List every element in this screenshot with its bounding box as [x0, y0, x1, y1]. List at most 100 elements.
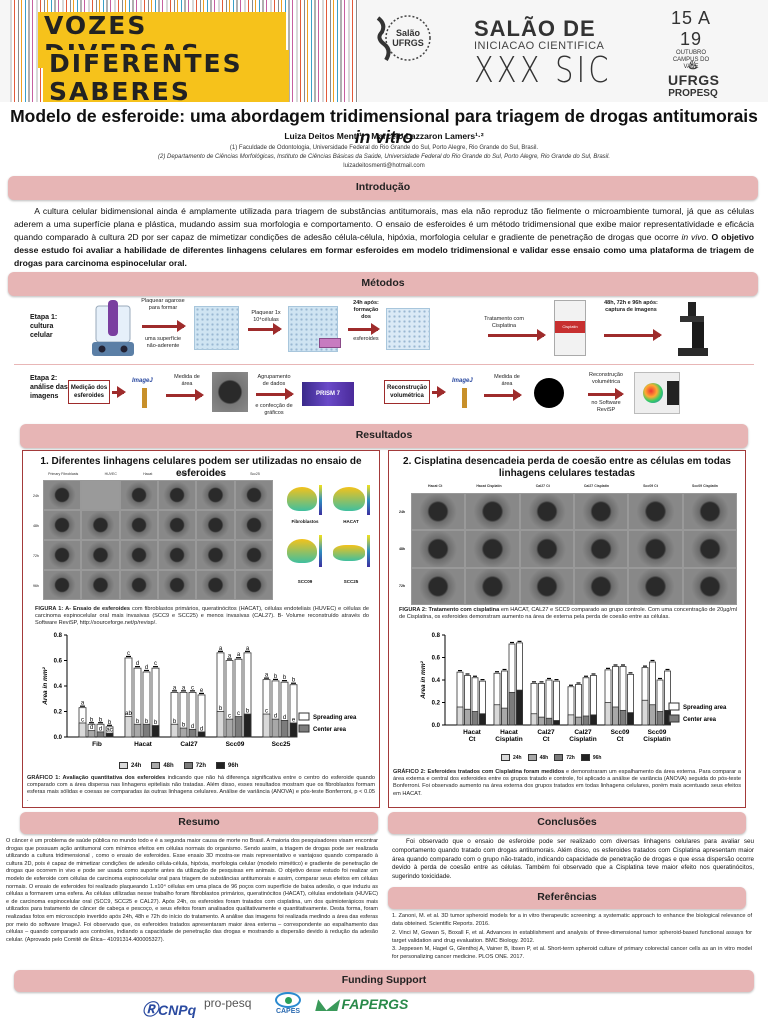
svg-text:Hacat: Hacat	[463, 729, 482, 736]
agarose-heater-icon	[92, 300, 134, 356]
divider	[14, 364, 754, 365]
arrow-icon	[256, 388, 294, 400]
svg-text:a: a	[182, 685, 186, 691]
svg-text:Salão: Salão	[396, 28, 421, 38]
banner-line-2: DIFERENTES SABERES	[43, 50, 289, 102]
microscope-icon	[678, 302, 708, 356]
fig1-caption: FIGURA 1: A- Ensaio de esferoides com fi…	[35, 606, 369, 627]
svg-text:b: b	[274, 674, 278, 680]
svg-text:0.8: 0.8	[54, 633, 63, 639]
svg-text:e: e	[292, 717, 296, 723]
svg-text:Cal27: Cal27	[180, 741, 198, 748]
section-header-conclusoes: Conclusões	[388, 812, 746, 834]
svg-text:0.2: 0.2	[54, 710, 63, 716]
cnpq-icon: Ⓡ	[142, 1002, 159, 1019]
revisp-software-screenshot	[634, 372, 680, 414]
introducao-text: A cultura celular bidimensional ainda é …	[14, 206, 755, 268]
prism-logo: PRISM 7	[302, 382, 354, 406]
svg-text:c: c	[127, 651, 130, 657]
contact-email: luizadeitosmenti@hotmail.com	[343, 163, 425, 169]
arrow-icon	[142, 320, 186, 332]
svg-text:Area in mm²: Area in mm²	[42, 666, 49, 705]
svg-text:b: b	[136, 719, 140, 725]
svg-text:UFRGS: UFRGS	[392, 38, 424, 48]
cisplatin-box-icon: Cisplatin	[554, 300, 586, 356]
graph2-caption: GRÁFICO 2: Esferoides tratados com Cispl…	[393, 769, 742, 797]
conclusoes-text: Foi observado que o ensaio de esferoide …	[392, 838, 754, 881]
arrow-icon	[488, 329, 546, 341]
svg-text:c: c	[265, 709, 268, 715]
svg-text:c: c	[154, 661, 157, 667]
svg-text:Cisplatin: Cisplatin	[569, 736, 596, 743]
event-dates: 15 A 19 OUTUBRO CAMPUS DO VALE	[670, 8, 712, 70]
affiliation-1: (1) Faculdade de Odontologia, Universida…	[229, 145, 539, 151]
svg-text:0.6: 0.6	[432, 656, 441, 662]
svg-text:b: b	[173, 719, 177, 725]
svg-text:Cisplatin: Cisplatin	[495, 736, 522, 743]
svg-text:Center area: Center area	[683, 717, 717, 723]
svg-text:d: d	[200, 726, 203, 732]
fig1-micrograph-grid	[43, 480, 273, 600]
svg-text:Cal27: Cal27	[574, 729, 592, 736]
imagej-microscope-icon	[142, 388, 147, 408]
svg-text:b: b	[283, 675, 287, 681]
medicao-box: Medição dos esferoides	[68, 380, 110, 404]
svg-text:ac: ac	[106, 728, 112, 734]
svg-text:Hacat: Hacat	[134, 741, 153, 748]
ufrgs-propesq-logo: ♨ UFRGS PROPESQ	[668, 58, 720, 99]
svg-text:d: d	[283, 715, 286, 721]
svg-text:a: a	[246, 646, 250, 652]
fig2-row-labels: 24h 48h 72h	[399, 509, 406, 589]
svg-text:0.0: 0.0	[54, 735, 63, 741]
svg-text:a: a	[237, 652, 241, 658]
section-header-introducao: Introdução	[8, 176, 758, 200]
fig1-column-headers: Primary Fibroblasts HUVEC Hacat Cal27 Scc09 S…	[48, 472, 260, 476]
fig1-volume-reconstructions: Fibroblastos HACAT SCC09 SCC25	[283, 483, 373, 598]
spheroid-plate-icon	[386, 308, 430, 350]
chart-2-time-legend: 24h 48h 72h 96h	[501, 754, 602, 761]
svg-text:Scc09: Scc09	[648, 729, 667, 736]
svg-text:b: b	[246, 709, 250, 715]
svg-text:e: e	[200, 688, 204, 694]
methods-flowchart: Etapa 1: cultura celular Plaquear agaros…	[14, 298, 754, 420]
section-header-funding: Funding Support	[14, 970, 754, 992]
etapa-1-label: Etapa 1: cultura celular	[30, 314, 58, 339]
svg-text:a: a	[81, 701, 85, 707]
fapergs-icon: ◣◢	[316, 996, 342, 1012]
svg-text:c: c	[191, 685, 194, 691]
svg-text:b: b	[292, 678, 296, 684]
svg-text:0.8: 0.8	[432, 633, 441, 639]
graph1-caption: GRÁFICO 1: Avaliação quantitativa dos es…	[27, 775, 376, 803]
svg-text:Scc09: Scc09	[226, 741, 245, 748]
references-list: 1. Zanoni, M. et al. 3D tumor spheroid m…	[392, 912, 752, 962]
svg-text:Area in mm²: Area in mm²	[420, 660, 427, 699]
svg-text:0.2: 0.2	[432, 701, 441, 707]
authors: Luiza Deitos Menti¹, , Marcelo Lazzaron …	[284, 131, 484, 141]
section-header-metodos: Métodos	[8, 272, 758, 296]
svg-text:b: b	[219, 706, 223, 712]
fig1-row-labels: 24h 48h 72h 96h	[33, 494, 39, 588]
svg-text:Center area: Center area	[313, 727, 347, 733]
svg-text:Spreading area: Spreading area	[683, 705, 727, 711]
svg-text:c: c	[228, 714, 231, 720]
svg-text:Cal27: Cal27	[537, 729, 555, 736]
svg-text:d: d	[136, 661, 139, 667]
section-header-resultados: Resultados	[20, 424, 748, 448]
svg-text:Spreading area: Spreading area	[313, 715, 357, 721]
sic-title: SALÃO DE	[474, 16, 596, 41]
propesq-logo: pro-pesq	[204, 996, 252, 1010]
svg-text:0.4: 0.4	[54, 684, 63, 690]
arrow-icon	[112, 386, 126, 398]
capes-icon	[275, 992, 301, 1008]
svg-text:Scc25: Scc25	[272, 741, 291, 748]
svg-text:Ct: Ct	[543, 736, 551, 743]
reconstrucao-box: Reconstrução volumétrica	[384, 380, 430, 404]
svg-text:c: c	[81, 717, 84, 723]
reference-item: 1. Zanoni, M. et al. 3D tumor spheroid m…	[392, 913, 752, 928]
fig1-title: 1. Diferentes linhagens celulares podem …	[40, 456, 362, 479]
cnpq-logo: ⓇCNPq	[142, 1002, 197, 1019]
svg-text:d: d	[99, 726, 102, 732]
sic-edition: XXX SIC	[474, 50, 612, 91]
